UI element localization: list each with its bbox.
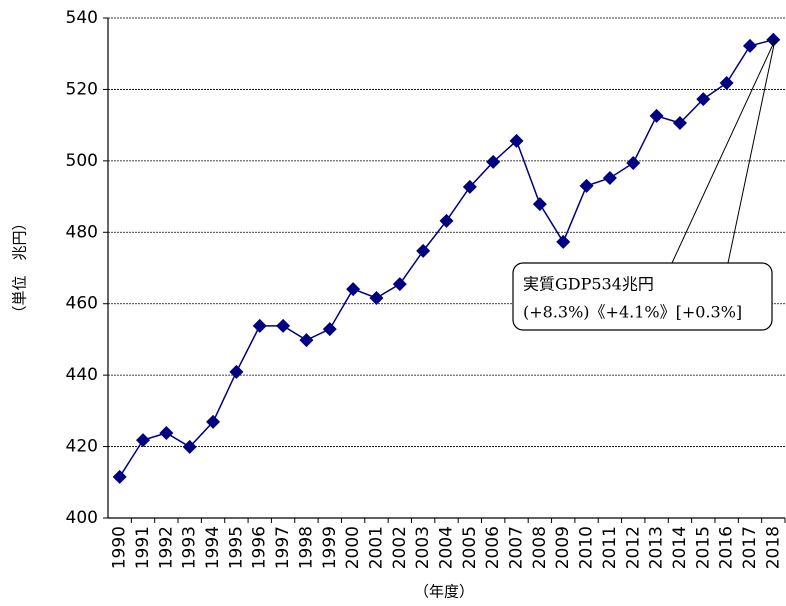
x-tick-label: 1990 bbox=[110, 526, 130, 569]
data-point bbox=[369, 291, 384, 305]
x-axis-label: （年度） bbox=[414, 583, 474, 601]
y-tick-label: 540 bbox=[66, 8, 98, 28]
x-tick-label: 2009 bbox=[553, 526, 573, 569]
data-point bbox=[649, 108, 664, 123]
x-tick-label: 2011 bbox=[600, 526, 620, 569]
y-tick-label: 440 bbox=[66, 365, 98, 385]
data-point bbox=[136, 433, 151, 448]
y-tick-label: 520 bbox=[66, 79, 98, 99]
data-point bbox=[462, 179, 477, 194]
data-point bbox=[626, 156, 641, 170]
x-tick-label: 2002 bbox=[390, 526, 410, 569]
x-tick-label: 2017 bbox=[740, 526, 760, 569]
leader-line bbox=[727, 39, 776, 264]
x-tick-label: 2016 bbox=[717, 526, 737, 569]
x-tick-label: 2007 bbox=[507, 526, 527, 569]
x-tick-label: 2012 bbox=[623, 526, 643, 569]
data-point bbox=[206, 414, 221, 429]
data-point bbox=[696, 92, 711, 107]
data-point bbox=[416, 243, 431, 258]
x-tick-label: 1994 bbox=[203, 526, 223, 569]
x-tick-label: 1991 bbox=[133, 526, 153, 569]
data-point bbox=[766, 32, 781, 47]
x-tick-label: 2003 bbox=[413, 526, 433, 569]
callout-box bbox=[512, 262, 773, 331]
x-tick-label: 2015 bbox=[693, 526, 713, 569]
x-tick-label: 2004 bbox=[437, 526, 457, 569]
data-point bbox=[719, 76, 734, 90]
data-point bbox=[602, 171, 617, 185]
data-point bbox=[276, 318, 291, 333]
data-point bbox=[672, 116, 687, 130]
data-point bbox=[392, 277, 407, 292]
x-tick-label: 2000 bbox=[343, 526, 363, 569]
y-tick-label: 420 bbox=[66, 437, 98, 457]
data-point bbox=[579, 178, 594, 193]
data-point bbox=[509, 133, 524, 148]
data-point bbox=[556, 234, 571, 249]
data-point bbox=[346, 282, 361, 297]
x-tick-label: 2006 bbox=[483, 526, 503, 569]
leader-line bbox=[671, 39, 776, 264]
x-tick-label: 1997 bbox=[273, 526, 293, 569]
y-tick-label: 500 bbox=[66, 151, 98, 171]
x-tick-label: 2013 bbox=[647, 526, 667, 569]
x-tick-label: 1995 bbox=[226, 526, 246, 569]
data-point bbox=[182, 439, 197, 454]
x-tick-label: 2008 bbox=[530, 526, 550, 569]
y-tick-label: 460 bbox=[66, 294, 98, 314]
data-point bbox=[322, 322, 337, 337]
data-point bbox=[532, 197, 547, 212]
x-tick-label: 2001 bbox=[366, 526, 386, 569]
x-tick-label: 2005 bbox=[460, 526, 480, 569]
x-tick-label: 1996 bbox=[250, 526, 270, 569]
y-tick-label: 480 bbox=[66, 222, 98, 242]
annotation: (+8.3%)《+4.1%》[+0.3%] bbox=[523, 303, 742, 322]
x-tick-label: 2010 bbox=[577, 526, 597, 569]
annotation: 実質GDP534兆円 bbox=[523, 275, 654, 294]
series-line bbox=[119, 39, 774, 478]
data-point bbox=[299, 333, 314, 348]
data-point bbox=[112, 469, 127, 484]
data-point bbox=[252, 318, 267, 333]
data-point bbox=[439, 213, 454, 228]
x-tick-label: 1993 bbox=[180, 526, 200, 569]
x-tick-label: 1998 bbox=[296, 526, 316, 569]
x-tick-label: 2018 bbox=[763, 526, 783, 569]
x-tick-label: 2014 bbox=[670, 526, 690, 569]
data-point bbox=[229, 364, 244, 379]
data-point bbox=[742, 38, 757, 53]
y-tick-label: 400 bbox=[66, 508, 98, 528]
y-axis-label: （単位 兆円） bbox=[11, 215, 29, 320]
data-point bbox=[159, 426, 174, 440]
x-tick-label: 1999 bbox=[320, 526, 340, 569]
x-tick-label: 1992 bbox=[156, 526, 176, 569]
data-point bbox=[486, 154, 501, 169]
